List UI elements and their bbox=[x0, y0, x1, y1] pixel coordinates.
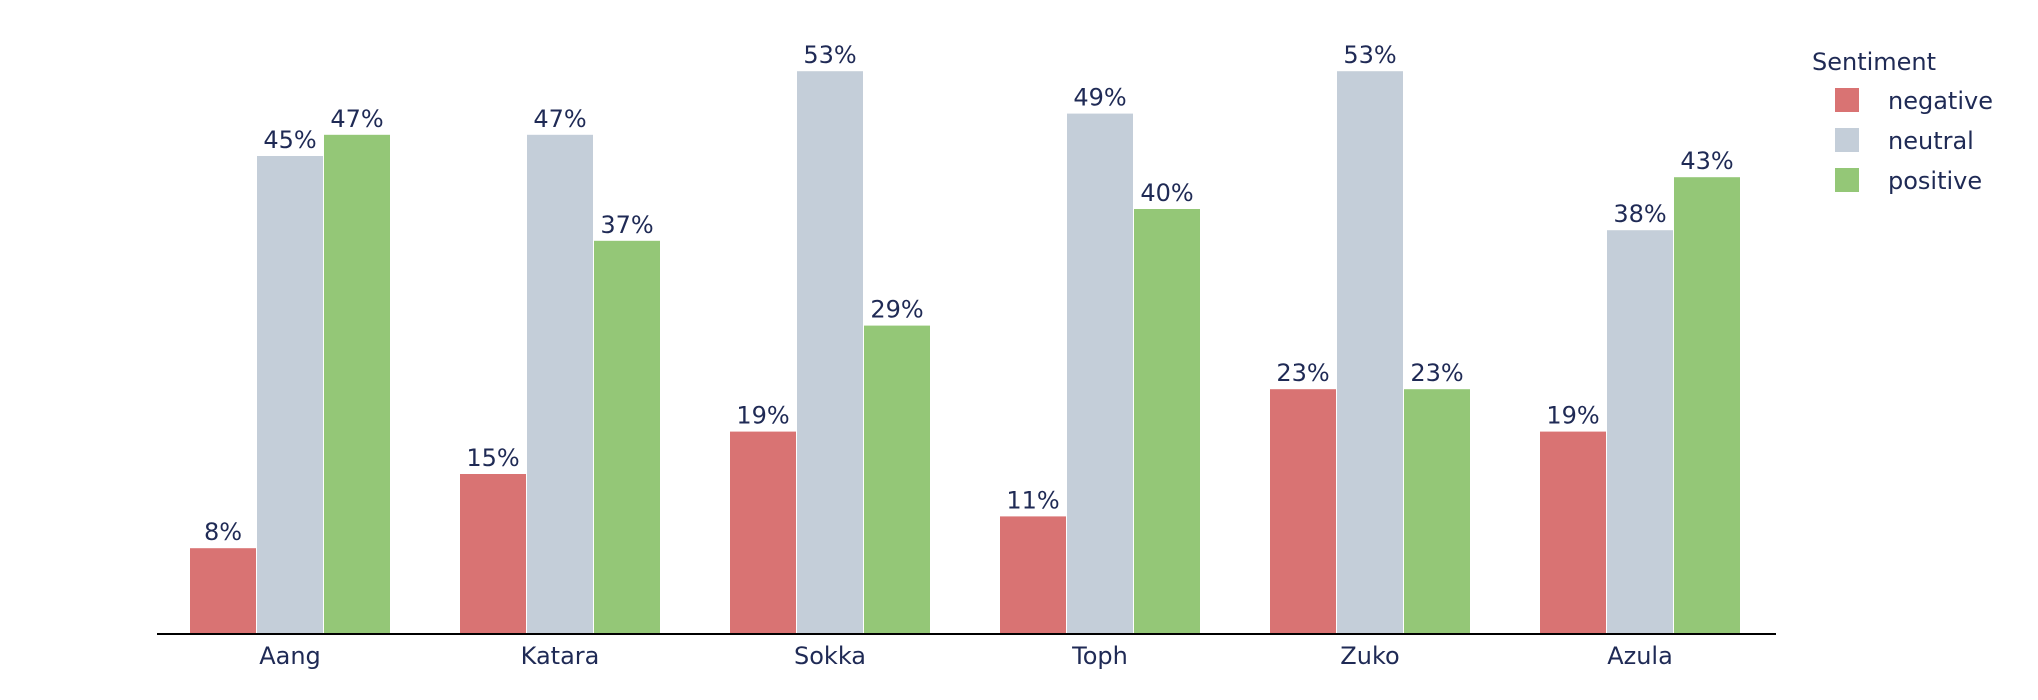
x-tick-label-katara: Katara bbox=[521, 642, 600, 670]
data-label-neutral-azula: 38% bbox=[1613, 200, 1666, 228]
bar-positive-azula bbox=[1674, 177, 1740, 633]
bars-layer bbox=[190, 71, 1740, 634]
legend: Sentiment negative neutral positive bbox=[1812, 48, 1993, 195]
legend-swatch-neutral bbox=[1835, 128, 1859, 152]
bar-negative-sokka bbox=[730, 431, 796, 633]
bar-positive-toph bbox=[1134, 209, 1200, 633]
data-label-positive-sokka: 29% bbox=[870, 296, 923, 324]
data-label-positive-aang: 47% bbox=[330, 105, 383, 133]
bar-positive-katara bbox=[594, 240, 660, 634]
legend-swatch-positive bbox=[1835, 168, 1859, 192]
bar-positive-zuko bbox=[1404, 389, 1470, 633]
bar-negative-aang bbox=[190, 548, 256, 633]
data-label-negative-sokka: 19% bbox=[736, 402, 789, 430]
legend-swatch-negative bbox=[1835, 88, 1859, 112]
bar-positive-sokka bbox=[864, 325, 930, 633]
bar-neutral-katara bbox=[527, 134, 593, 634]
data-labels-layer: 8% 45% 47% 15% 47% 37% 19% 53% 29% 11% 49% 40% 23% 53… bbox=[204, 41, 1734, 546]
data-label-positive-katara: 37% bbox=[600, 211, 653, 239]
x-tick-label-azula: Azula bbox=[1607, 642, 1673, 670]
legend-title: Sentiment bbox=[1812, 48, 1936, 76]
data-label-positive-zuko: 23% bbox=[1410, 359, 1463, 387]
x-tick-label-sokka: Sokka bbox=[794, 642, 866, 670]
data-label-negative-azula: 19% bbox=[1546, 402, 1599, 430]
data-label-neutral-sokka: 53% bbox=[803, 41, 856, 69]
legend-label-neutral: neutral bbox=[1888, 127, 1974, 155]
x-tick-label-aang: Aang bbox=[259, 642, 321, 670]
x-axis-tick-labels: Aang Katara Sokka Toph Zuko Azula bbox=[259, 642, 1673, 670]
data-label-neutral-toph: 49% bbox=[1073, 84, 1126, 112]
legend-label-positive: positive bbox=[1888, 167, 1982, 195]
data-label-negative-katara: 15% bbox=[466, 444, 519, 472]
data-label-negative-zuko: 23% bbox=[1276, 359, 1329, 387]
bar-negative-azula bbox=[1540, 431, 1606, 633]
x-tick-label-toph: Toph bbox=[1071, 642, 1128, 670]
data-label-positive-azula: 43% bbox=[1680, 147, 1733, 175]
bar-negative-katara bbox=[460, 474, 526, 633]
data-label-positive-toph: 40% bbox=[1140, 179, 1193, 207]
bar-neutral-zuko bbox=[1337, 71, 1403, 633]
legend-label-negative: negative bbox=[1888, 87, 1993, 115]
bar-negative-zuko bbox=[1270, 389, 1336, 633]
bar-neutral-azula bbox=[1607, 230, 1673, 633]
data-label-neutral-zuko: 53% bbox=[1343, 41, 1396, 69]
bar-negative-toph bbox=[1000, 516, 1066, 633]
bar-positive-aang bbox=[324, 134, 390, 634]
data-label-negative-aang: 8% bbox=[204, 518, 242, 546]
bar-neutral-sokka bbox=[797, 71, 863, 633]
bar-neutral-aang bbox=[257, 156, 323, 633]
x-tick-label-zuko: Zuko bbox=[1340, 642, 1399, 670]
data-label-negative-toph: 11% bbox=[1006, 486, 1059, 514]
data-label-neutral-katara: 47% bbox=[533, 105, 586, 133]
data-label-neutral-aang: 45% bbox=[263, 126, 316, 154]
bar-neutral-toph bbox=[1067, 113, 1133, 634]
